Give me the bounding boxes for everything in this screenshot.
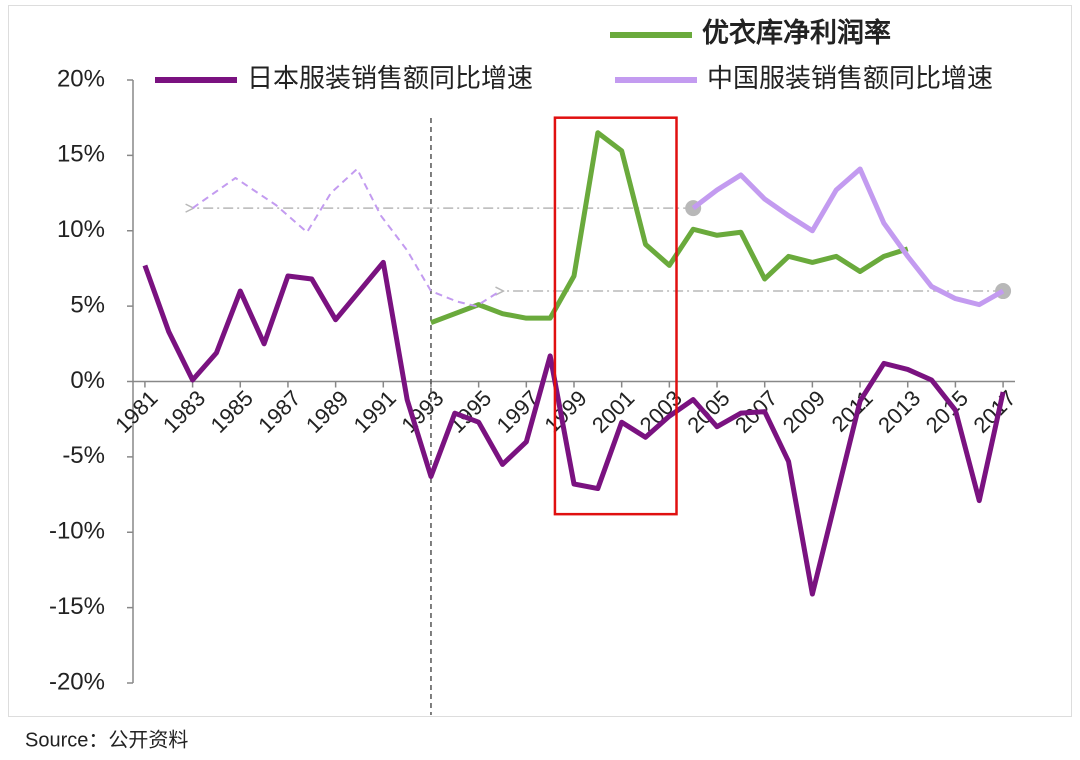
series-line	[192, 167, 501, 308]
x-tick-label: 1991	[349, 385, 401, 437]
x-tick-label: 2013	[873, 385, 925, 437]
legend-label: 日本服装销售额同比增速	[247, 63, 533, 93]
legend-label: 中国服装销售额同比增速	[707, 63, 993, 93]
series-line	[142, 259, 1006, 597]
x-tick-label: 1985	[206, 385, 258, 437]
x-tick-label: 2009	[778, 385, 830, 437]
x-tick-label: 1995	[444, 385, 496, 437]
x-tick-label: 2015	[921, 385, 973, 437]
chart-frame	[8, 5, 1072, 717]
series-line	[691, 166, 1005, 308]
x-tick-label: 1989	[301, 385, 353, 437]
source-note: Source：公开资料	[25, 728, 188, 751]
y-tick-label: -15%	[49, 593, 105, 620]
y-tick-label: 0%	[70, 367, 105, 394]
y-tick-label: 20%	[57, 65, 105, 92]
series-line	[430, 130, 909, 326]
y-tick-label: 10%	[57, 216, 105, 243]
highlight-box	[553, 116, 678, 516]
y-tick-label: -20%	[49, 668, 105, 695]
x-tick-label: 1981	[110, 385, 162, 437]
y-tick-label: 5%	[70, 291, 105, 318]
legend-label: 优衣库净利润率	[702, 17, 891, 48]
x-tick-label: 1987	[253, 385, 305, 437]
x-tick-label: 2005	[682, 385, 734, 437]
x-tick-label: 1983	[158, 385, 210, 437]
y-tick-label: 15%	[57, 141, 105, 168]
y-tick-label: -5%	[62, 442, 105, 469]
y-tick-label: -10%	[49, 518, 105, 545]
